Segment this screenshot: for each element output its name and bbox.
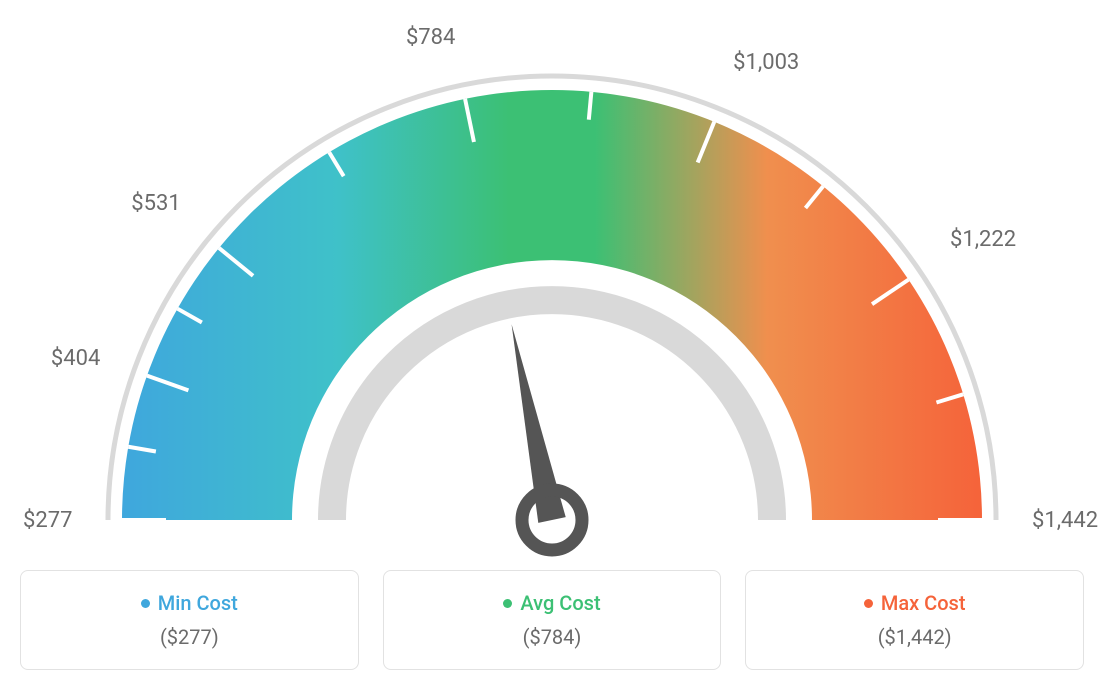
gauge-tick-label: $531 [131,191,180,216]
gauge-tick-label: $1,003 [733,50,799,75]
legend-label: Avg Cost [520,591,600,615]
legend-row: Min Cost ($277) Avg Cost ($784) Max Cost… [20,570,1084,670]
gauge-tick-label: $784 [406,25,455,50]
dot-icon [141,599,150,608]
legend-value-avg: ($784) [394,625,711,649]
legend-value-max: ($1,442) [756,625,1073,649]
legend-card-min: Min Cost ($277) [20,570,359,670]
gauge-tick-label: $277 [23,508,72,533]
dot-icon [503,599,512,608]
legend-label: Max Cost [881,591,966,615]
gauge-tick-label: $1,442 [1032,508,1098,533]
legend-card-avg: Avg Cost ($784) [383,570,722,670]
gauge-tick-label: $1,222 [950,227,1016,252]
legend-title-min: Min Cost [141,591,238,615]
gauge-tick-label: $404 [51,346,100,371]
gauge-svg [20,20,1084,560]
gauge-area: $277$404$531$784$1,003$1,222$1,442 [20,20,1084,560]
legend-value-min: ($277) [31,625,348,649]
legend-title-max: Max Cost [864,591,966,615]
legend-label: Min Cost [158,591,238,615]
dot-icon [864,599,873,608]
legend-title-avg: Avg Cost [503,591,600,615]
legend-card-max: Max Cost ($1,442) [745,570,1084,670]
cost-gauge-widget: $277$404$531$784$1,003$1,222$1,442 Min C… [20,20,1084,670]
